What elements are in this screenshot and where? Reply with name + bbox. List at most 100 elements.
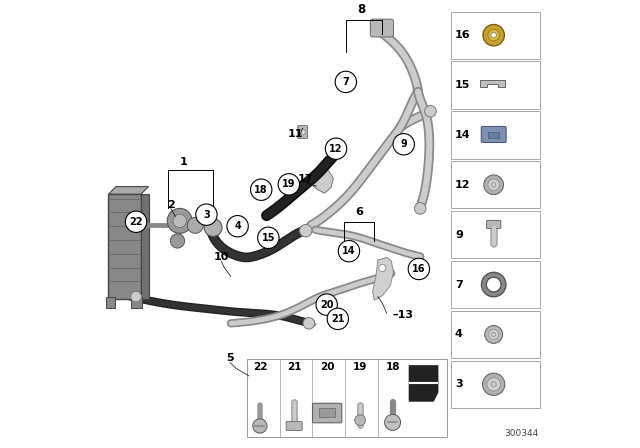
- Text: 14: 14: [455, 130, 470, 140]
- Circle shape: [415, 202, 426, 214]
- Circle shape: [484, 175, 504, 194]
- FancyBboxPatch shape: [451, 111, 540, 159]
- FancyBboxPatch shape: [371, 19, 394, 37]
- Text: 21: 21: [287, 362, 301, 372]
- Text: 20: 20: [320, 300, 333, 310]
- Circle shape: [170, 234, 184, 248]
- Text: 19: 19: [353, 362, 367, 372]
- Polygon shape: [481, 80, 505, 87]
- Circle shape: [487, 378, 500, 391]
- Circle shape: [173, 214, 186, 228]
- Circle shape: [167, 208, 192, 233]
- Circle shape: [316, 294, 337, 315]
- FancyBboxPatch shape: [108, 194, 141, 299]
- FancyBboxPatch shape: [451, 261, 540, 308]
- Circle shape: [355, 415, 365, 426]
- Circle shape: [335, 71, 356, 93]
- Circle shape: [196, 204, 217, 225]
- Circle shape: [492, 183, 496, 187]
- FancyBboxPatch shape: [451, 361, 540, 408]
- Circle shape: [385, 414, 401, 431]
- Text: 5: 5: [226, 353, 234, 363]
- Text: 7: 7: [455, 280, 463, 289]
- Circle shape: [204, 219, 222, 237]
- FancyBboxPatch shape: [451, 211, 540, 258]
- Text: 21: 21: [331, 314, 344, 324]
- Text: 9: 9: [401, 139, 407, 149]
- Circle shape: [303, 318, 315, 329]
- Circle shape: [300, 224, 312, 237]
- FancyBboxPatch shape: [451, 61, 540, 109]
- FancyBboxPatch shape: [486, 220, 501, 228]
- Circle shape: [488, 30, 499, 41]
- Circle shape: [339, 241, 360, 262]
- Text: 15: 15: [455, 80, 470, 90]
- Text: 12: 12: [330, 144, 343, 154]
- Text: 11: 11: [287, 129, 303, 139]
- Text: –13: –13: [392, 310, 413, 320]
- Polygon shape: [409, 366, 438, 401]
- Text: 300344: 300344: [504, 429, 538, 438]
- Text: 10: 10: [214, 252, 229, 263]
- Text: 4: 4: [455, 329, 463, 340]
- Text: 6: 6: [355, 207, 363, 217]
- Circle shape: [379, 264, 386, 271]
- Circle shape: [258, 227, 279, 249]
- Polygon shape: [106, 297, 115, 308]
- Text: 16: 16: [455, 30, 470, 40]
- Circle shape: [278, 174, 300, 195]
- Text: 7: 7: [342, 77, 349, 87]
- Circle shape: [131, 291, 141, 302]
- FancyBboxPatch shape: [246, 359, 447, 437]
- Circle shape: [250, 179, 272, 200]
- Text: 4: 4: [234, 221, 241, 231]
- Text: 3: 3: [455, 379, 463, 389]
- Circle shape: [125, 211, 147, 233]
- Polygon shape: [108, 186, 148, 194]
- Text: 1: 1: [179, 156, 187, 167]
- Text: 17: 17: [298, 173, 314, 184]
- FancyBboxPatch shape: [312, 403, 342, 423]
- Circle shape: [425, 106, 436, 117]
- FancyBboxPatch shape: [298, 125, 308, 138]
- Polygon shape: [131, 297, 142, 308]
- Circle shape: [489, 330, 499, 339]
- Circle shape: [393, 134, 415, 155]
- Text: 15: 15: [262, 233, 275, 243]
- FancyBboxPatch shape: [451, 161, 540, 208]
- Text: 9: 9: [455, 230, 463, 240]
- Text: 22: 22: [253, 362, 267, 372]
- Text: 16: 16: [412, 264, 426, 274]
- Circle shape: [483, 25, 504, 46]
- FancyBboxPatch shape: [451, 12, 540, 59]
- Circle shape: [227, 215, 248, 237]
- Circle shape: [300, 129, 305, 134]
- Circle shape: [492, 332, 496, 336]
- Text: 18: 18: [255, 185, 268, 195]
- Circle shape: [408, 258, 429, 280]
- Text: 12: 12: [455, 180, 470, 190]
- Text: 3: 3: [203, 210, 210, 220]
- Polygon shape: [307, 170, 333, 193]
- Circle shape: [325, 138, 347, 159]
- FancyBboxPatch shape: [481, 126, 506, 142]
- FancyBboxPatch shape: [319, 408, 335, 417]
- Text: 14: 14: [342, 246, 356, 256]
- Text: 19: 19: [282, 179, 296, 190]
- Circle shape: [484, 326, 502, 343]
- Circle shape: [188, 217, 204, 233]
- Circle shape: [491, 33, 497, 38]
- Text: 18: 18: [385, 362, 400, 372]
- Circle shape: [253, 419, 267, 433]
- Text: 20: 20: [320, 362, 334, 372]
- Circle shape: [483, 373, 505, 396]
- Text: 8: 8: [358, 3, 366, 16]
- Polygon shape: [141, 194, 148, 299]
- Circle shape: [491, 382, 497, 387]
- Circle shape: [488, 179, 499, 190]
- Polygon shape: [372, 258, 394, 300]
- FancyBboxPatch shape: [286, 422, 302, 431]
- FancyBboxPatch shape: [488, 132, 499, 138]
- Text: 2: 2: [167, 200, 175, 210]
- Text: 22: 22: [129, 217, 143, 227]
